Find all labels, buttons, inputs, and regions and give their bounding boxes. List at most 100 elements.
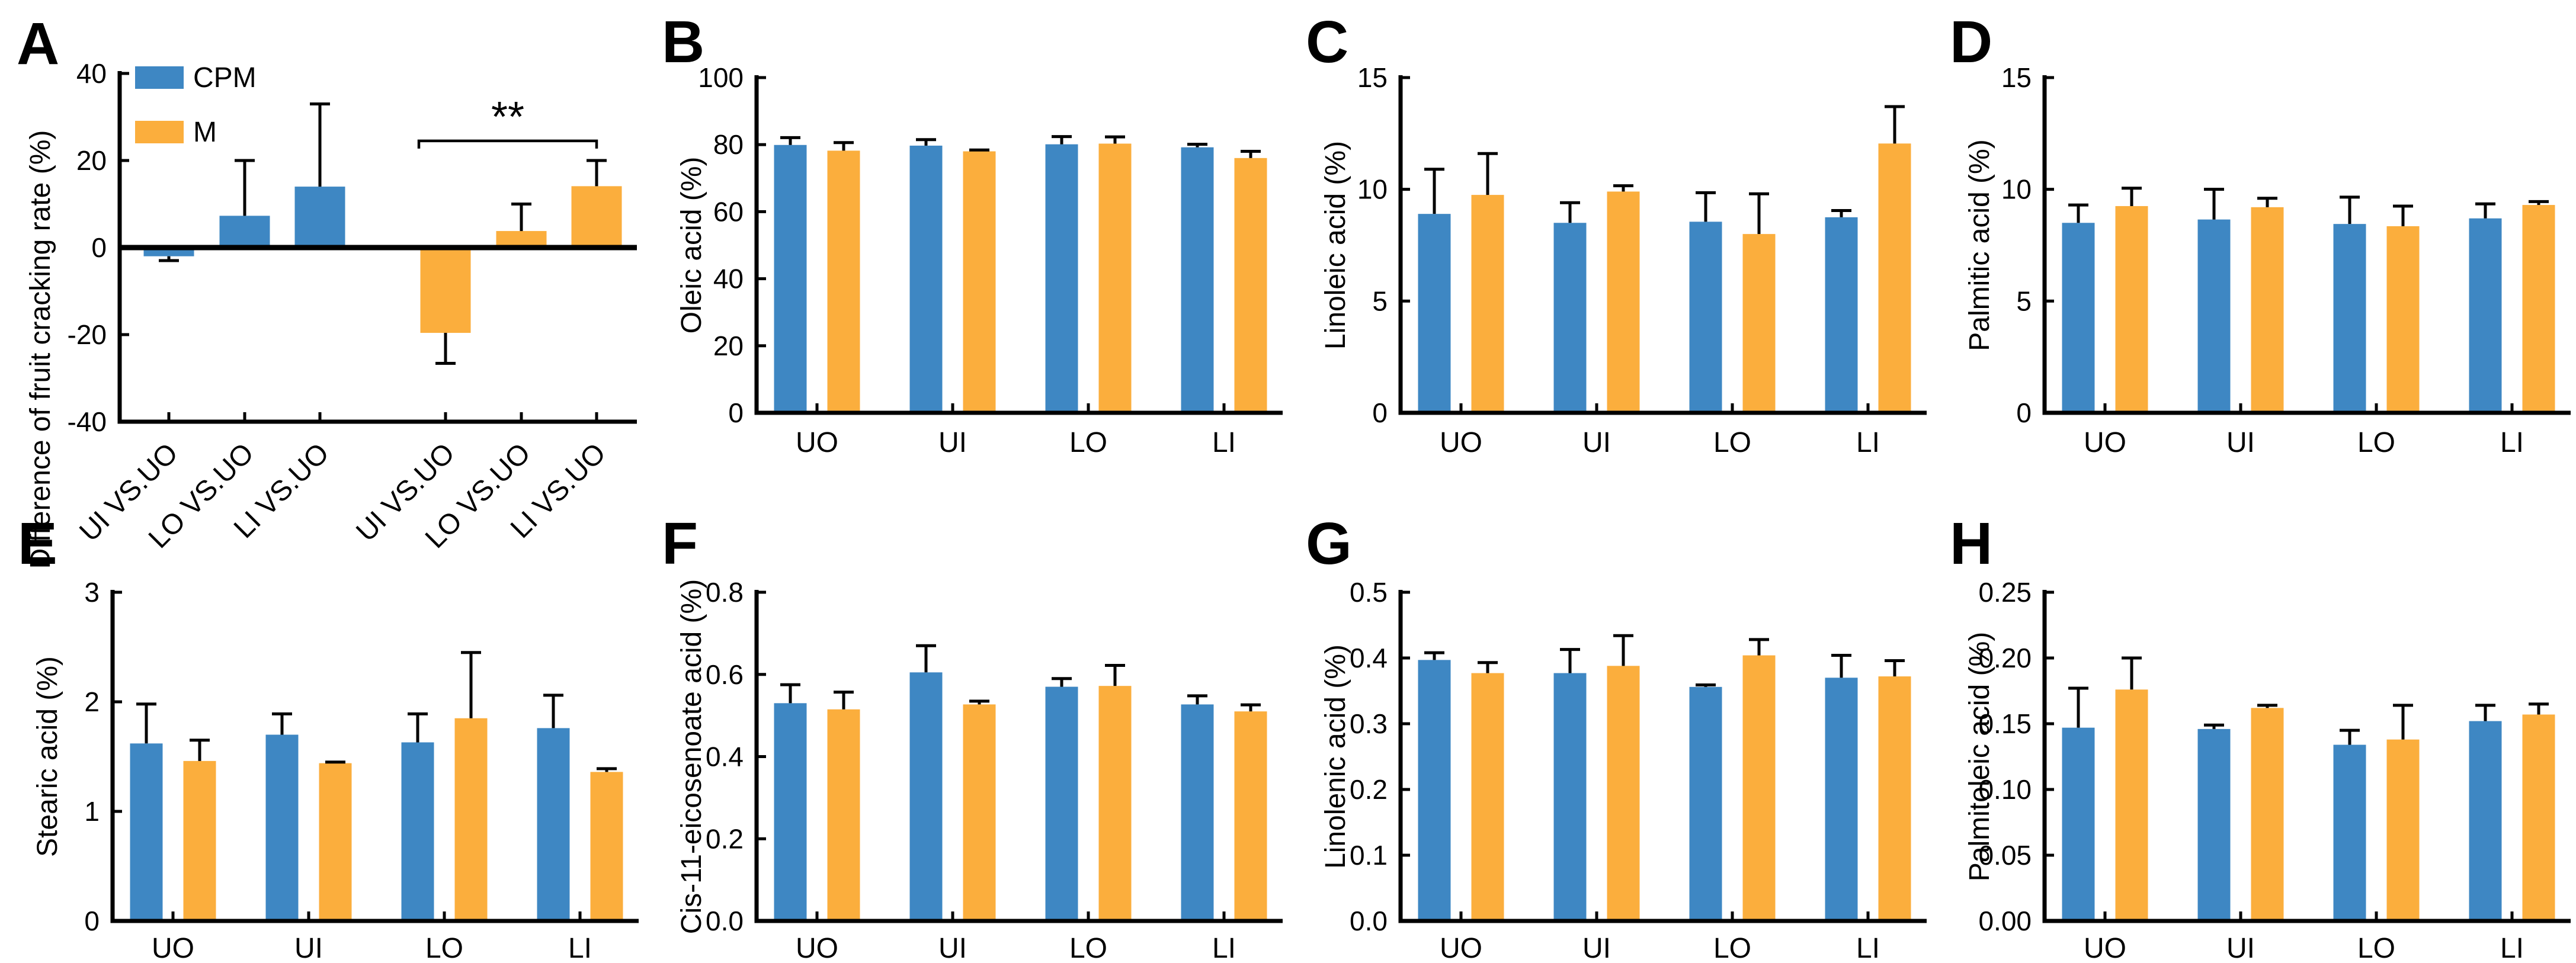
legend-swatch-cpm	[135, 66, 184, 89]
bar-M-LO	[1098, 143, 1132, 413]
bar-M-UO	[2115, 689, 2148, 921]
x-category-label: UI	[2226, 427, 2255, 458]
x-category-label: UO	[2084, 427, 2126, 458]
bar-M-LO	[2386, 226, 2420, 413]
y-tick-label: 5	[1372, 285, 1388, 316]
x-category-label: LO	[1069, 933, 1107, 963]
x-category-label: LO	[1713, 933, 1751, 963]
bar-CPM-UO	[774, 145, 807, 413]
bar-M-LI	[1234, 711, 1267, 921]
bar-CPM-LO-VS-UO	[219, 216, 270, 248]
y-tick-label: 60	[713, 196, 744, 227]
bar-M-UO	[827, 150, 860, 413]
bar-CPM-LO	[401, 742, 434, 921]
bar-M-LO	[2386, 739, 2420, 921]
significance-bracket	[417, 139, 598, 149]
panel-F-letter: F	[662, 511, 698, 577]
y-tick-label: 3	[84, 577, 100, 608]
x-category-label: UO	[1440, 427, 1482, 458]
bar-CPM-UO	[2062, 223, 2095, 413]
bar-M-UO	[827, 709, 860, 921]
panel-G-letter: G	[1306, 511, 1352, 577]
bar-M-LI	[2522, 714, 2555, 921]
y-tick-label: 10	[2001, 174, 2032, 205]
bar-CPM-UI	[2197, 219, 2231, 413]
x-category-label: UO	[796, 933, 838, 963]
x-category-label: LO	[1069, 427, 1107, 458]
x-category-label: UI	[294, 933, 323, 963]
y-tick-label: 0.1	[1350, 840, 1388, 871]
y-tick-label: 0.0	[1350, 906, 1388, 936]
legend-label-m: M	[193, 117, 217, 148]
bar-CPM-UI	[265, 734, 299, 921]
bar-M-LI	[590, 772, 623, 921]
y-tick-label: 0	[728, 397, 744, 428]
bar-M-LI-VS-UO	[571, 186, 622, 248]
significance-stars: **	[491, 94, 524, 141]
bar-CPM-UO	[2062, 727, 2095, 921]
bar-M-UO	[2115, 206, 2148, 413]
y-tick-label: 40	[76, 58, 107, 89]
y-tick-label: 0.2	[1350, 774, 1388, 805]
panel-G-y-axis-label: Linolenic acid (%)	[1320, 644, 1351, 869]
y-tick-label: 0	[91, 232, 107, 263]
panel-A-letter: A	[17, 11, 59, 77]
bar-M-LI	[1878, 143, 1911, 413]
bar-M-LO	[1098, 686, 1132, 921]
x-category-label: UI	[938, 427, 967, 458]
bar-CPM-LO	[1689, 686, 1722, 921]
panel-D-letter: D	[1950, 9, 1992, 75]
bar-M-UI	[1607, 191, 1640, 413]
y-tick-label: 0.4	[1350, 643, 1388, 673]
y-tick-label: -20	[68, 319, 107, 350]
y-tick-label: 5	[2016, 285, 2032, 316]
y-tick-label: 0.15	[1978, 708, 2032, 739]
panel-H: H Palmitoleic acid (%) 0.00 0.05 0.10 0.15 0.2…	[1950, 511, 2571, 963]
x-category-label: UI	[1582, 427, 1611, 458]
bar-M-UI-VS-UO	[420, 248, 471, 333]
y-tick-label: 0	[84, 906, 100, 936]
bar-M-UO	[1471, 673, 1504, 921]
y-tick-label: 0.2	[706, 823, 744, 854]
x-category-label: UI	[1582, 933, 1611, 963]
x-category-label: LI	[1212, 933, 1236, 963]
bar-M-UI	[963, 151, 996, 413]
y-tick-label: 15	[1357, 62, 1388, 93]
panel-B-y-axis-label: Oleic acid (%)	[676, 157, 707, 334]
bar-M-UO	[1471, 195, 1504, 413]
x-category-label: UO	[2084, 933, 2126, 963]
panel-A: A Difference of fruit cracking rate (%) -4…	[17, 11, 637, 569]
y-tick-label: 0.4	[706, 741, 744, 772]
panel-C-y-axis-label: Linoleic acid (%)	[1320, 141, 1351, 349]
y-tick-label: 0	[2016, 397, 2032, 428]
panel-E-y-axis-label: Stearic acid (%)	[32, 656, 63, 857]
bar-CPM-LO	[1045, 686, 1078, 921]
y-tick-label: 0.8	[706, 577, 744, 608]
panel-C-letter: C	[1306, 9, 1348, 75]
y-tick-label: 15	[2001, 62, 2032, 93]
panel-G: G Linolenic acid (%) 0.0 0.1 0.2 0.3 0.4 0.5 UO U…	[1306, 511, 1927, 963]
bar-M-LI	[1878, 676, 1911, 921]
x-category-label: LO	[425, 933, 463, 963]
bar-M-LI	[1234, 158, 1267, 413]
y-tick-label: 80	[713, 129, 744, 160]
bar-CPM-LI	[2469, 721, 2502, 921]
y-tick-label: 20	[76, 145, 107, 176]
x-category-label: UO	[1440, 933, 1482, 963]
panel-B-letter: B	[662, 9, 704, 75]
bar-CPM-LI	[1825, 217, 1858, 413]
bar-CPM-UO	[1418, 214, 1451, 413]
bar-CPM-UI	[909, 145, 943, 413]
bar-CPM-UI	[1553, 673, 1587, 921]
bar-M-LO-VS-UO	[496, 231, 547, 248]
bar-CPM-LO	[1045, 144, 1078, 413]
bar-CPM-UI	[909, 672, 943, 921]
bar-M-LO	[454, 718, 488, 921]
y-tick-label: 0.00	[1978, 906, 2032, 936]
x-category-label: LI	[568, 933, 592, 963]
bar-M-UO	[183, 760, 216, 921]
bar-CPM-LI-VS-UO	[294, 187, 345, 248]
bar-CPM-LI	[537, 728, 570, 921]
panel-E-letter: E	[18, 511, 57, 577]
bar-M-UI	[963, 704, 996, 921]
